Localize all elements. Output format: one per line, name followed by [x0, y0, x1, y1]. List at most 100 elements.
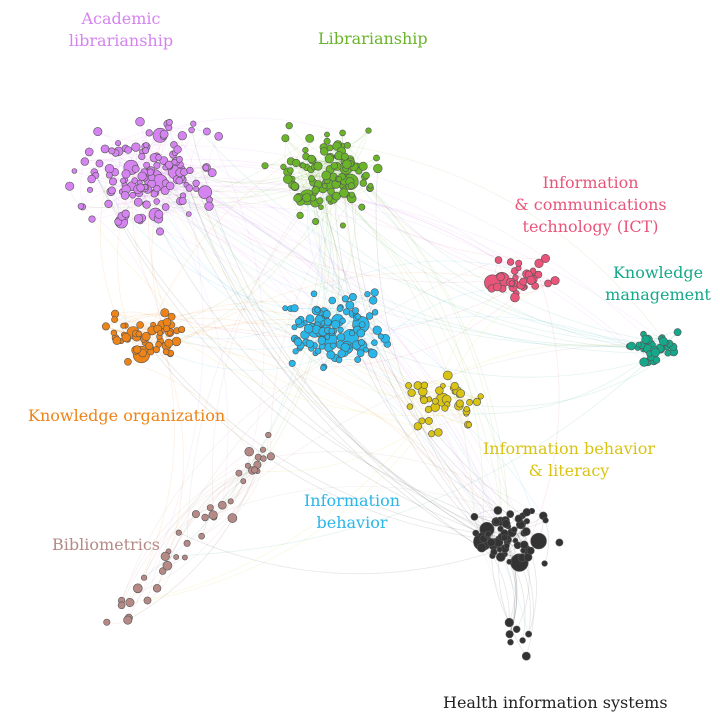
node-librarianship	[280, 163, 287, 170]
node-librarianship	[302, 147, 309, 154]
node-academic	[80, 157, 90, 166]
node-academic	[65, 181, 75, 191]
node-ict	[496, 272, 505, 282]
edge	[121, 353, 342, 601]
node-information-behavior	[330, 342, 337, 349]
node-health	[511, 526, 518, 533]
edge	[144, 140, 328, 343]
node-academic	[131, 177, 138, 184]
node-information-behavior	[328, 296, 337, 305]
edge	[459, 351, 674, 408]
edge	[150, 347, 484, 540]
node-health	[506, 558, 513, 565]
node-information-behavior	[339, 317, 346, 325]
node-health	[486, 538, 496, 547]
edge	[360, 353, 511, 515]
node-academic	[88, 215, 96, 223]
node-librarianship	[300, 162, 307, 169]
node-academic	[136, 183, 145, 192]
edge	[151, 176, 520, 519]
edge	[124, 334, 509, 527]
edge	[163, 159, 531, 282]
node-academic	[190, 120, 197, 127]
edge	[201, 473, 240, 537]
node-health	[496, 546, 503, 553]
node-information-behavior	[323, 318, 332, 326]
edge	[212, 485, 519, 520]
edge	[95, 175, 488, 536]
node-librarianship	[327, 187, 335, 196]
node-information-behavior	[291, 324, 298, 331]
node-information-behavior	[371, 339, 378, 347]
node-academic	[108, 186, 116, 195]
node-bibliometrics	[218, 500, 227, 510]
edge	[143, 171, 229, 506]
edge	[147, 451, 250, 601]
edge	[369, 315, 533, 512]
node-information-behavior	[349, 330, 356, 337]
node-academic	[106, 171, 113, 179]
node-academic	[202, 127, 211, 136]
edge	[95, 175, 515, 530]
edge	[177, 149, 482, 548]
edge	[182, 189, 515, 272]
edge	[82, 174, 110, 208]
edge	[323, 281, 531, 368]
node-academic	[100, 144, 110, 154]
node-information-behavior	[363, 346, 369, 353]
node-librarianship	[290, 182, 299, 191]
edge	[142, 175, 357, 319]
node-academic	[173, 145, 182, 154]
node-librarianship	[358, 203, 366, 211]
node-librarianship	[347, 182, 355, 190]
edge	[351, 198, 516, 541]
edge	[167, 469, 255, 566]
node-knowledge-organization	[101, 322, 110, 331]
node-academic	[84, 147, 94, 157]
node-information-behavior	[305, 339, 314, 349]
edge	[230, 465, 249, 502]
node-librarianship	[287, 167, 294, 174]
node-info-behavior-literacy	[420, 396, 428, 405]
node-academic	[138, 152, 146, 161]
node-info-behavior-literacy	[463, 406, 470, 413]
edge	[95, 175, 286, 309]
edge	[161, 324, 467, 417]
node-academic	[154, 209, 164, 219]
edge	[127, 361, 258, 465]
node-librarianship	[362, 171, 370, 180]
edge	[178, 532, 500, 575]
node-health	[541, 560, 548, 567]
edge	[139, 121, 508, 546]
node-academic	[202, 164, 210, 171]
edge	[369, 187, 502, 537]
node-info-behavior-literacy	[424, 405, 433, 414]
node-health	[555, 538, 564, 547]
edge	[147, 556, 177, 601]
edge	[150, 170, 672, 347]
node-ict	[540, 254, 550, 264]
edge	[170, 185, 645, 363]
node-academic	[135, 116, 145, 127]
node-information-behavior	[368, 348, 378, 359]
node-academic	[120, 177, 127, 184]
node-librarianship	[281, 134, 290, 143]
edge	[350, 336, 674, 378]
node-health	[493, 506, 503, 515]
edge	[221, 151, 328, 506]
node-info-behavior-literacy	[456, 389, 466, 398]
node-librarianship	[313, 161, 323, 171]
edge	[99, 168, 129, 340]
node-information-behavior	[371, 309, 379, 316]
node-knowledge-management	[659, 336, 668, 346]
node-bibliometrics	[208, 510, 218, 520]
node-librarianship	[359, 179, 367, 187]
node-academic	[214, 132, 223, 141]
node-info-behavior-literacy	[465, 421, 473, 428]
node-information-behavior	[328, 327, 336, 335]
node-academic	[115, 140, 122, 147]
node-information-behavior	[345, 300, 355, 310]
edge	[313, 260, 535, 295]
label-line: technology (ICT)	[522, 217, 659, 236]
node-information-behavior	[294, 337, 303, 347]
